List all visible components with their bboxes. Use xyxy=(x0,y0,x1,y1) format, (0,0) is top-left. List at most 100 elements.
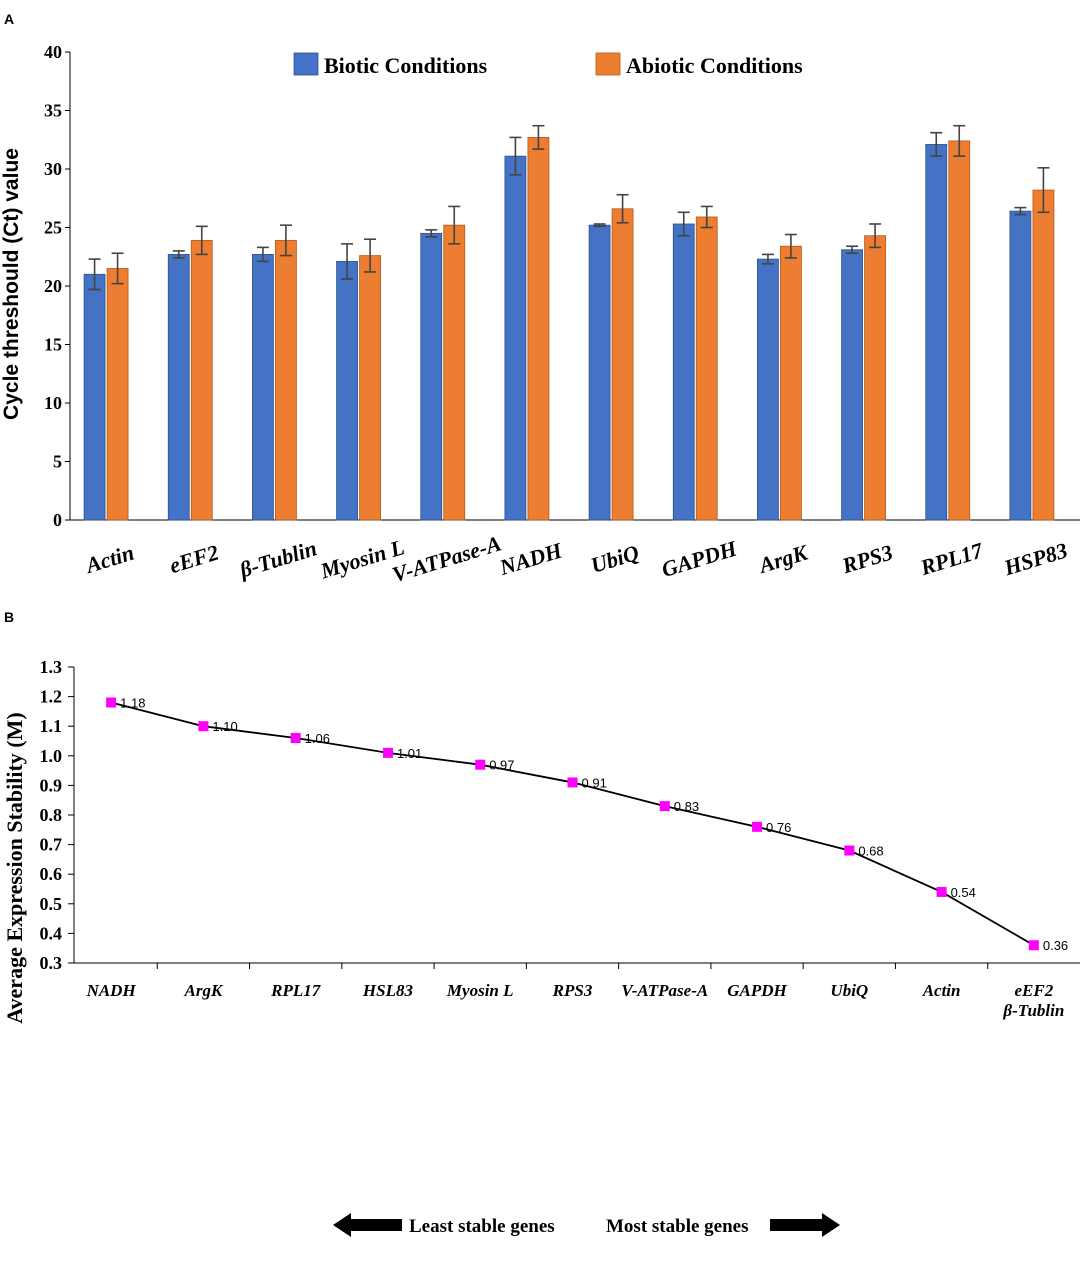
y-axis-label-b: Average Expression Stability (M) xyxy=(2,712,27,1023)
y-tick-label-a: 25 xyxy=(44,218,62,238)
stability-arrows: Least stable genes Most stable genes xyxy=(333,1213,840,1237)
x-tick-label-a: NADH xyxy=(496,537,566,580)
y-tick-label-a: 30 xyxy=(44,159,62,179)
y-tick-label-a: 35 xyxy=(44,101,62,121)
y-tick-label-a: 40 xyxy=(44,42,62,62)
data-label: 1.06 xyxy=(305,731,330,746)
y-tick-label-b: 1.1 xyxy=(40,716,63,736)
x-tick-label-a: Actin xyxy=(81,540,137,579)
bar-abiotic xyxy=(190,239,213,521)
bar-abiotic xyxy=(780,245,802,521)
y-tick-label-b: 0.7 xyxy=(40,835,63,855)
data-label: 0.54 xyxy=(951,885,976,900)
data-point xyxy=(659,801,670,812)
x-tick-label-a: eEF2 xyxy=(166,540,221,579)
data-label: 0.97 xyxy=(489,758,514,773)
data-point xyxy=(475,759,486,770)
bar-biotic xyxy=(757,258,779,521)
y-tick-label-b: 0.4 xyxy=(40,923,63,943)
bar-biotic xyxy=(504,155,527,521)
x-tick-label-a: ArgK xyxy=(754,539,811,578)
y-tick-label-a: 20 xyxy=(44,276,62,296)
legend-swatch-abiotic xyxy=(595,52,621,76)
x-tick-label-b: β-Tublin xyxy=(1002,1001,1064,1020)
data-point xyxy=(106,697,117,708)
bar-abiotic xyxy=(106,268,129,521)
y-tick-label-b: 1.0 xyxy=(40,746,63,766)
data-label: 1.18 xyxy=(120,696,145,711)
data-point xyxy=(844,845,855,856)
y-tick-label-a: 15 xyxy=(44,335,62,355)
y-ticks-a: 0 5 10 15 20 25 30 35 40 xyxy=(44,42,1080,530)
bar-abiotic xyxy=(611,208,634,521)
y-tick-label-b: 0.6 xyxy=(40,864,63,884)
bar-biotic xyxy=(588,224,611,521)
most-stable-label: Most stable genes xyxy=(606,1216,748,1237)
y-tick-label-a: 0 xyxy=(53,510,62,530)
y-tick-label-b: 0.8 xyxy=(40,805,63,825)
data-label: 0.91 xyxy=(582,775,607,790)
y-tick-label-b: 1.2 xyxy=(40,687,63,707)
x-tick-label-b: RPL17 xyxy=(270,981,322,1000)
y-tick-label-a: 5 xyxy=(53,452,62,472)
bar-biotic xyxy=(925,144,948,521)
x-tick-label-b: UbiQ xyxy=(830,981,868,1000)
y-tick-label-a: 10 xyxy=(44,393,62,413)
legend-a: Biotic Conditions Abiotic Conditions xyxy=(293,52,803,78)
data-label: 1.01 xyxy=(397,746,422,761)
x-tick-label-b: Actin xyxy=(922,981,961,1000)
bar-biotic xyxy=(841,249,863,521)
bar-abiotic xyxy=(695,216,718,521)
x-tick-label-b: HSL83 xyxy=(362,981,414,1000)
left-arrow-icon xyxy=(333,1213,402,1237)
right-arrow-icon xyxy=(770,1213,840,1237)
x-tick-label-a: RPS3 xyxy=(838,539,895,578)
panel-label-a: A xyxy=(4,11,14,27)
x-tick-label-b: NADH xyxy=(86,981,137,1000)
bar-biotic xyxy=(252,254,274,521)
chart-b: Average Expression Stability (M) 0.3 0.4 0… xyxy=(2,657,1080,1237)
data-point xyxy=(1028,940,1039,951)
y-tick-label-b: 0.3 xyxy=(40,953,63,973)
bar-abiotic xyxy=(527,137,550,521)
bar-abiotic xyxy=(1032,189,1055,521)
x-tick-label-a: GAPDH xyxy=(659,535,741,582)
data-label: 0.76 xyxy=(766,820,791,835)
x-tick-label-a: UbiQ xyxy=(588,540,642,578)
bar-biotic xyxy=(83,273,106,521)
x-tick-label-b: ArgK xyxy=(184,981,224,1000)
legend-label-abiotic: Abiotic Conditions xyxy=(626,53,803,78)
bar-biotic xyxy=(420,232,443,521)
bar-biotic xyxy=(672,223,695,521)
x-tick-labels-b: NADH ArgK RPL17 HSL83 Myosin L RPS3 V-ATPase-A… xyxy=(86,981,1065,1020)
bar-biotic xyxy=(167,254,190,521)
x-tick-label-b: Myosin L xyxy=(446,981,514,1000)
bar-biotic xyxy=(1009,210,1032,521)
bars-a xyxy=(83,124,1055,521)
bar-abiotic xyxy=(359,255,381,521)
data-label: 0.68 xyxy=(858,844,883,859)
y-tick-label-b: 0.5 xyxy=(40,894,63,914)
points-b: 1.18 1.10 1.06 1.01 0.97 0.91 0.83 0.76 0.68 0.54… xyxy=(106,696,1068,953)
data-point xyxy=(382,747,393,758)
y-axis-label-a: Cycle threshould (Ct) value xyxy=(0,148,23,420)
data-label: 1.10 xyxy=(212,719,237,734)
data-point xyxy=(198,721,209,732)
bar-biotic xyxy=(336,261,358,521)
x-tick-label-b: RPS3 xyxy=(552,981,593,1000)
data-point xyxy=(290,733,301,744)
x-tick-label-b: V-ATPase-A xyxy=(621,981,708,1000)
data-label: 0.36 xyxy=(1043,938,1068,953)
y-tick-label-b: 0.9 xyxy=(40,775,63,795)
x-tick-label-a: RPL17 xyxy=(917,537,987,580)
bar-abiotic xyxy=(275,239,297,521)
bar-abiotic xyxy=(948,140,971,521)
bar-abiotic xyxy=(864,235,886,521)
legend-swatch-biotic xyxy=(293,52,319,76)
data-point xyxy=(752,821,763,832)
data-label: 0.83 xyxy=(674,799,699,814)
chart-a: Cycle threshould (Ct) value 0 5 10 15 20 25 30… xyxy=(0,42,1080,587)
data-point xyxy=(567,777,578,788)
